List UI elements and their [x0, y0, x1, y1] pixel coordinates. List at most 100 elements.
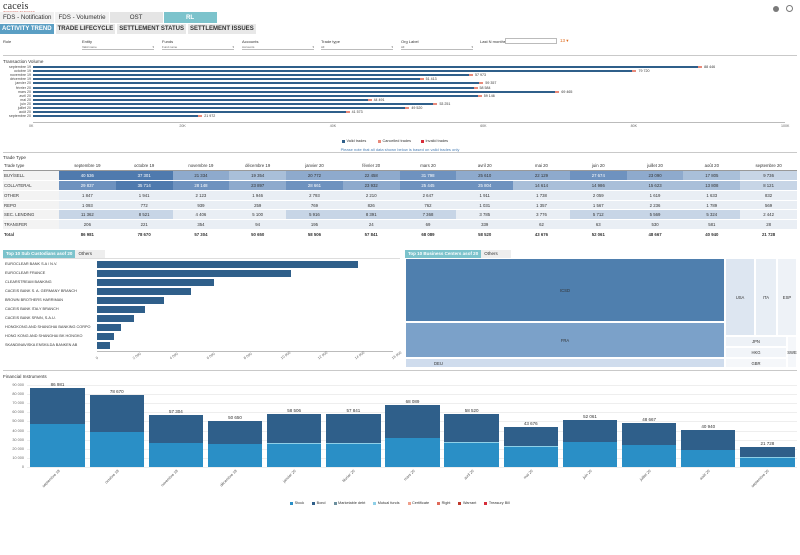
table-cell[interactable]: 5 916 [286, 209, 343, 221]
table-cell[interactable]: 2 647 [399, 190, 457, 201]
table-cell[interactable]: 8 121 [740, 180, 797, 191]
table-cell[interactable]: 195 [286, 219, 343, 231]
fi-bar[interactable] [266, 413, 322, 467]
table-cell[interactable]: 206 [59, 219, 116, 231]
treemap-cell-esp[interactable]: ESP [777, 258, 797, 336]
subcustodian-bar[interactable] [97, 306, 146, 313]
table-cell[interactable]: 259 [229, 200, 287, 211]
subcustodian-bar[interactable] [97, 270, 292, 277]
table-cell[interactable]: 24 [342, 219, 400, 231]
table-cell[interactable]: 339 [456, 219, 514, 231]
table-cell[interactable]: 769 [286, 200, 343, 211]
table-cell[interactable]: 1 946 [229, 190, 287, 201]
table-header-cell[interactable]: septembre 19 [59, 161, 116, 172]
table-cell[interactable]: 354 [172, 219, 230, 231]
table-cell[interactable]: 4 406 [172, 209, 230, 221]
table-cell[interactable]: 1 093 [59, 200, 116, 211]
table-header-cell[interactable]: mai 20 [513, 161, 570, 172]
fi-legend-item[interactable]: Marketable debt [333, 501, 365, 505]
table-cell[interactable]: 1 789 [683, 200, 741, 211]
table-header-cell[interactable]: août 20 [683, 161, 741, 172]
table-cell[interactable]: 28 [740, 219, 797, 231]
table-header-cell[interactable]: novembre 19 [172, 161, 230, 172]
treemap-cell-hkg[interactable]: HKG [725, 347, 787, 358]
table-cell[interactable]: 1 911 [456, 190, 514, 201]
table-cell[interactable]: 14 986 [569, 180, 627, 191]
table-cell[interactable]: 2 123 [172, 190, 230, 201]
tab-settlement-status[interactable]: SETTLEMENT STATUS [117, 24, 187, 34]
table-header-cell[interactable]: juin 20 [569, 161, 627, 172]
entity-select[interactable]: Valid name ▾ [82, 45, 154, 50]
user-icon[interactable] [773, 6, 779, 12]
table-cell[interactable]: 8 521 [115, 209, 173, 221]
tab-rl[interactable]: RL [163, 12, 218, 23]
treemap-cell-fra[interactable]: FRA [405, 322, 725, 358]
treemap-cell-deu[interactable]: DEU [405, 358, 725, 368]
volume-bar[interactable] [33, 82, 480, 85]
tab-fds-notification[interactable]: FDS - Notification [0, 12, 56, 23]
volume-bar[interactable] [33, 107, 406, 110]
subcustodian-bar[interactable] [97, 315, 134, 322]
table-cell[interactable]: 14 614 [513, 180, 570, 191]
table-header-cell[interactable]: avril 20 [456, 161, 514, 172]
fi-legend-item[interactable]: Certificate [407, 501, 429, 505]
treemap-cell-icsd[interactable]: ICSD [405, 258, 725, 322]
volume-bar[interactable] [33, 98, 368, 101]
tradetype-select[interactable]: All ▾ [321, 45, 393, 50]
subcustodian-bar[interactable] [97, 261, 358, 268]
fi-bar[interactable] [562, 419, 618, 467]
table-cell[interactable]: 762 [399, 200, 457, 211]
table-cell[interactable]: 530 [626, 219, 684, 231]
volume-bar[interactable] [33, 86, 474, 89]
table-cell[interactable]: 28 661 [286, 180, 343, 191]
table-cell[interactable]: 2 210 [342, 190, 400, 201]
table-cell[interactable]: 3 785 [456, 209, 514, 221]
table-cell[interactable]: 35 714 [115, 180, 173, 191]
table-cell[interactable]: 40 536 [59, 170, 116, 182]
table-cell[interactable]: 15 623 [626, 180, 684, 191]
tab-others-business-centers[interactable]: Others [481, 250, 512, 258]
table-cell[interactable]: 31 798 [399, 170, 457, 182]
table-header-cell[interactable]: décembre 19 [229, 161, 287, 172]
subcustodian-bar[interactable] [97, 324, 122, 331]
volume-bar[interactable] [33, 66, 699, 69]
lastn-value[interactable]: 13 ▾ [560, 38, 569, 43]
table-cell[interactable]: 832 [740, 190, 797, 201]
subcustodian-bar[interactable] [97, 342, 110, 349]
lastn-slider[interactable] [505, 38, 557, 44]
tab-fds-volumetrie[interactable]: FDS - Volumetrie [55, 12, 110, 23]
table-cell[interactable]: 8 391 [342, 209, 400, 221]
table-cell[interactable]: 1 031 [456, 200, 514, 211]
table-cell[interactable]: 1 738 [513, 190, 570, 201]
table-cell[interactable]: 939 [172, 200, 230, 211]
table-cell[interactable]: 63 [569, 219, 627, 231]
tab-trade-lifecycle[interactable]: TRADE LIFECYCLE [55, 24, 116, 34]
table-cell[interactable]: 5 324 [683, 209, 741, 221]
fi-bar[interactable] [740, 447, 795, 467]
fi-bar[interactable] [326, 414, 381, 467]
table-header-cell[interactable]: février 20 [342, 161, 400, 172]
orglabel-select[interactable]: All ▾ [401, 45, 473, 50]
table-cell[interactable]: 11 362 [59, 209, 116, 221]
table-cell[interactable]: 1 941 [115, 190, 173, 201]
table-cell[interactable]: 25 804 [456, 180, 514, 191]
table-cell[interactable]: 826 [342, 200, 400, 211]
volume-bar[interactable] [33, 94, 478, 97]
fi-bar[interactable] [621, 422, 677, 467]
treemap-cell-ita[interactable]: ITA [755, 258, 777, 336]
table-cell[interactable]: 22 458 [342, 170, 400, 182]
fi-bar[interactable] [503, 427, 558, 467]
valid-trades-link[interactable]: valid trades only [430, 147, 460, 152]
table-cell[interactable]: 23 932 [342, 180, 400, 191]
treemap-cell-usa[interactable]: USA [725, 258, 755, 336]
volume-bar[interactable] [33, 90, 556, 93]
fi-bar[interactable] [681, 429, 736, 467]
table-cell[interactable]: 581 [683, 219, 741, 231]
table-cell[interactable]: 69 [399, 219, 457, 231]
table-cell[interactable]: 221 [115, 219, 173, 231]
volume-bar[interactable] [33, 111, 346, 114]
fi-bar[interactable] [385, 404, 440, 467]
table-cell[interactable]: 569 [740, 200, 797, 211]
power-icon[interactable] [786, 5, 793, 12]
table-cell[interactable]: 22 129 [513, 170, 570, 182]
